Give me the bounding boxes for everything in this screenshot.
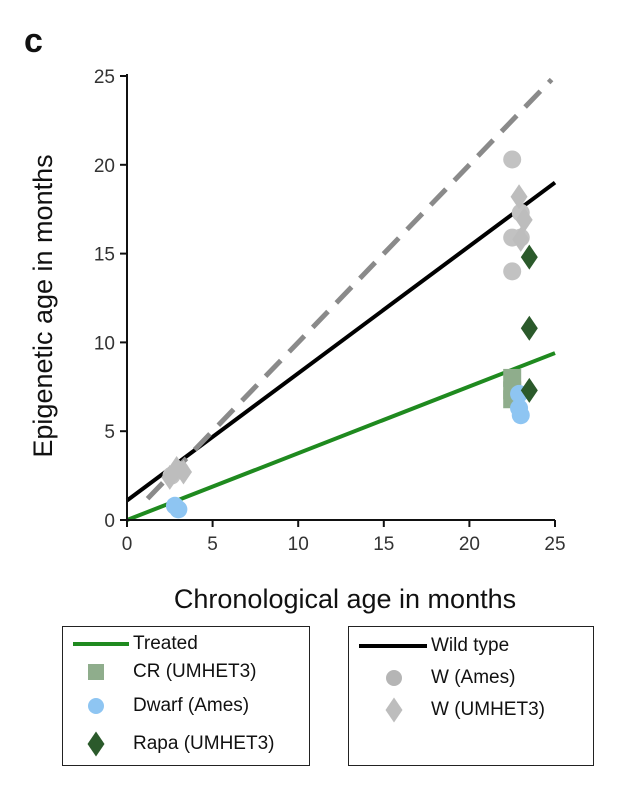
data-point — [169, 500, 188, 519]
data-point — [520, 377, 538, 403]
legend-marker — [386, 670, 402, 686]
legend-marker-swatch — [87, 731, 105, 757]
y-tick-label: 25 — [94, 67, 115, 88]
y-tick-label: 15 — [94, 245, 115, 266]
legend-label: CR (UMHET3) — [133, 661, 257, 682]
x-tick-label: 5 — [207, 534, 218, 555]
legend-label: Wild type — [431, 635, 510, 656]
regression-lines — [125, 77, 557, 522]
data-point — [520, 315, 538, 341]
legend-marker-swatch — [88, 698, 104, 714]
x-tick-label: 20 — [459, 534, 480, 555]
y-tick-label: 0 — [104, 511, 115, 532]
y-axis-title: Epigenetic age in months — [28, 154, 58, 457]
data-point — [174, 459, 192, 485]
legend-marker — [88, 664, 104, 680]
axes: 0 5 10 15 20 25 0 5 10 15 20 25 — [94, 67, 566, 555]
legend-label: W (UMHET3) — [431, 699, 545, 720]
x-tick-label: 0 — [122, 534, 133, 555]
fit-line — [126, 351, 556, 522]
legend-label: Dwarf (Ames) — [133, 695, 250, 716]
legend-label: Treated — [133, 633, 198, 654]
data-point — [510, 184, 528, 210]
legend-marker-swatch — [385, 697, 403, 723]
legend-label: Rapa (UMHET3) — [133, 733, 275, 754]
legend-marker — [88, 698, 104, 714]
data-point — [520, 244, 538, 270]
legend-line-swatch — [359, 644, 427, 648]
legend-label: W (Ames) — [431, 667, 516, 688]
panel-label: c — [24, 22, 43, 60]
fit-line — [125, 180, 557, 503]
y-tick-label: 10 — [94, 333, 115, 354]
data-point — [503, 262, 522, 281]
data-point — [515, 207, 533, 233]
x-tick-label: 15 — [373, 534, 394, 555]
legend-marker-swatch — [386, 670, 402, 686]
legend-marker — [385, 697, 403, 723]
data-points — [161, 150, 538, 519]
legend-wild-type: Wild type W (Ames) W (UMHET3) — [348, 626, 594, 766]
legend-treated: Treated CR (UMHET3) Dwarf (Ames) Rapa (UMHE… — [62, 626, 310, 766]
y-tick-label: 20 — [94, 156, 115, 177]
legend-line-swatch — [73, 642, 129, 646]
x-tick-label: 10 — [288, 534, 309, 555]
x-tick-label: 25 — [544, 534, 565, 555]
data-point — [511, 406, 530, 425]
legend-marker-swatch — [88, 664, 104, 680]
data-point — [512, 226, 530, 252]
legend-marker — [87, 731, 105, 757]
data-point — [503, 150, 522, 169]
y-tick-label: 5 — [104, 422, 115, 443]
x-axis-title: Chronological age in months — [174, 584, 516, 614]
identity-dashed-line — [145, 77, 554, 501]
